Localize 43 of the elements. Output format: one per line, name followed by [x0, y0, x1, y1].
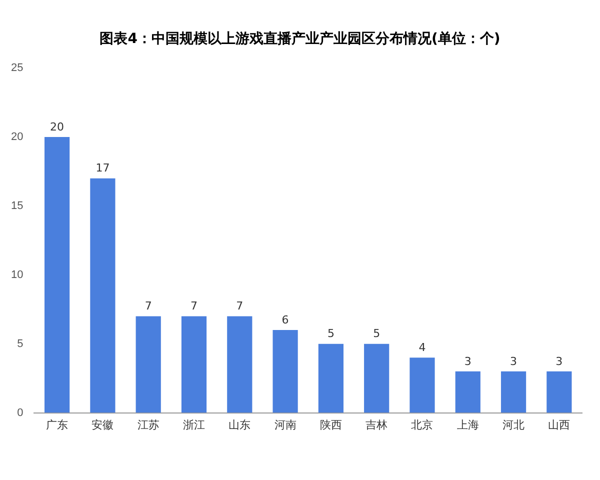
bar: [318, 344, 344, 413]
bar: [455, 371, 480, 413]
x-tick-label: 河北: [502, 418, 525, 432]
x-tick-label: 安徽: [92, 418, 114, 432]
data-label: 3: [510, 354, 518, 368]
bar: [181, 316, 207, 413]
data-label: 7: [190, 300, 198, 313]
data-label: 3: [556, 354, 563, 368]
bar: [410, 358, 435, 413]
x-tick-label: 陕西: [320, 419, 342, 432]
bar: [546, 371, 572, 413]
data-label: 5: [327, 327, 334, 340]
data-label: 3: [464, 354, 472, 368]
data-label: 7: [236, 300, 244, 313]
x-tick-label: 吉林: [366, 418, 388, 432]
x-tick-label: 山东: [228, 418, 251, 432]
y-tick-label: 5: [17, 338, 24, 350]
data-label: 4: [418, 340, 426, 354]
data-label: 20: [50, 120, 64, 134]
y-tick-label: 25: [10, 62, 24, 74]
y-tick-label: 15: [10, 200, 24, 212]
chart-title: 图表4：中国规模以上游戏直播产业产业园区分布情况(单位：个): [98, 30, 502, 48]
x-tick-label: 北京: [411, 418, 434, 432]
data-label: 6: [282, 313, 289, 326]
y-tick-label: 10: [10, 268, 24, 281]
bar: [136, 316, 161, 413]
bar: [227, 316, 252, 413]
bar: [44, 136, 70, 413]
x-tick-label: 江苏: [137, 418, 160, 432]
x-tick-label: 山西: [548, 418, 570, 432]
bar: [272, 330, 298, 413]
bar: [90, 178, 116, 413]
x-tick-label: 广东: [46, 418, 68, 432]
x-tick-label: 浙江: [183, 418, 205, 432]
y-tick-label: 20: [10, 130, 24, 143]
bar: [364, 344, 390, 413]
data-label: 7: [144, 300, 152, 313]
bar: [500, 371, 526, 413]
y-tick-label: 0: [17, 406, 24, 419]
x-tick-label: 上海: [456, 418, 479, 432]
x-tick-label: 河南: [274, 418, 296, 432]
data-label: 17: [96, 162, 110, 175]
data-label: 5: [373, 327, 380, 340]
